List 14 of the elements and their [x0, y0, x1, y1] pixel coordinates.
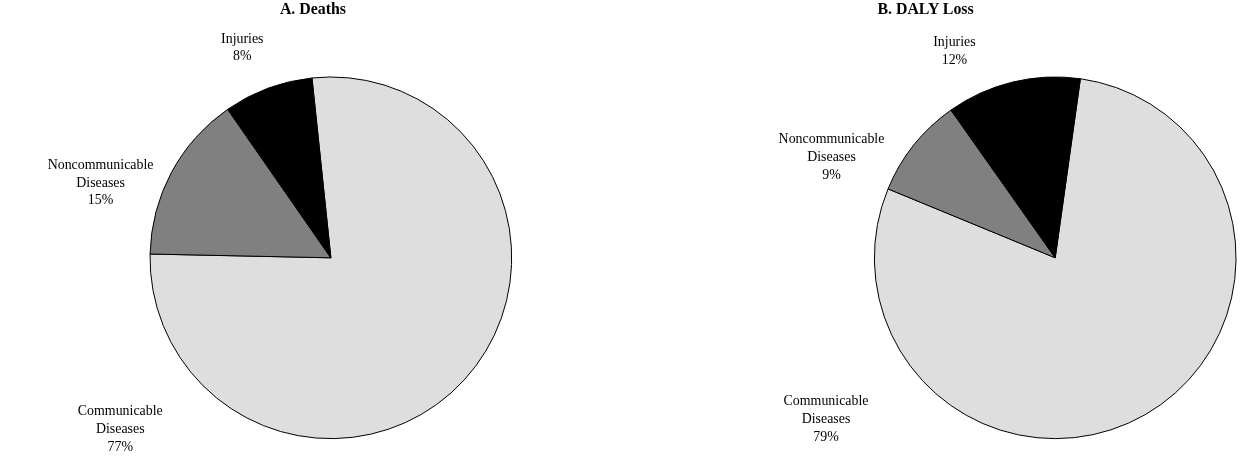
slice-label: Communicable Diseases: [77, 402, 163, 436]
data-label: 12%: [941, 51, 968, 67]
data-label: 79%: [813, 428, 840, 444]
slice-label: Injuries: [221, 30, 264, 46]
slice-label: Injuries: [933, 33, 976, 49]
slice-label: Noncommunicable Diseases: [47, 156, 154, 190]
chart-title: B. DALY Loss: [877, 0, 974, 18]
data-label: 8%: [233, 48, 252, 64]
slice-label: Communicable Diseases: [783, 393, 869, 426]
slice-label: Noncommunicable Diseases: [778, 130, 885, 164]
data-label: 9%: [822, 166, 842, 182]
data-label: 77%: [107, 438, 134, 454]
chart-title: A. Deaths: [279, 0, 347, 18]
data-label: 15%: [87, 192, 114, 208]
